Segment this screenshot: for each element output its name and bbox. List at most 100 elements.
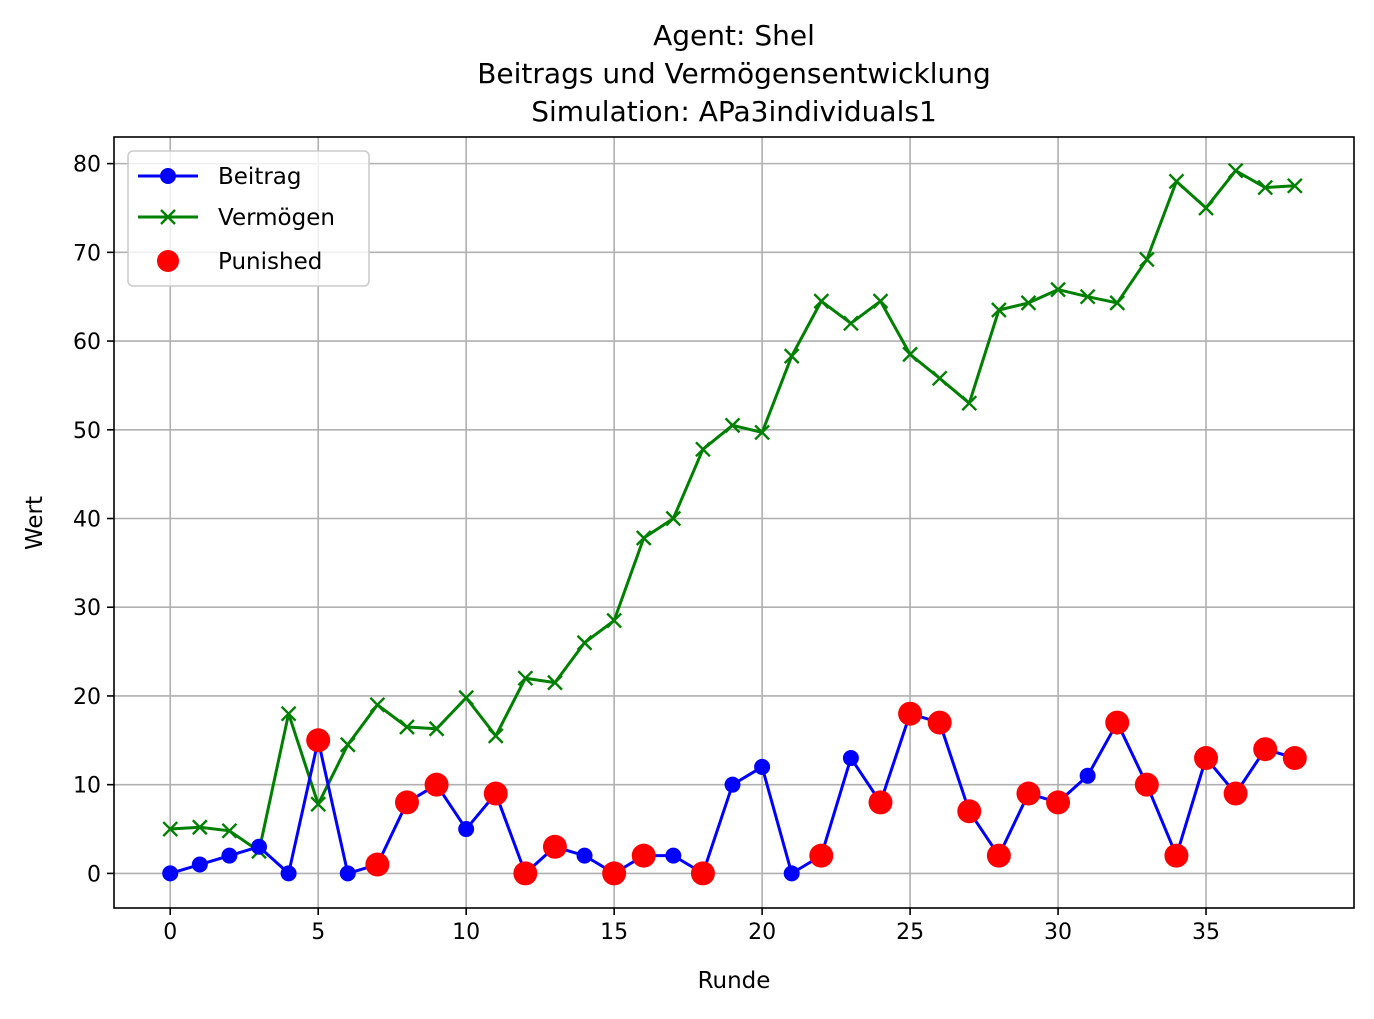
vermoegen-marker: [310, 796, 327, 813]
vermoegen-marker: [221, 822, 238, 839]
vermoegen-marker: [665, 510, 682, 527]
vermoegen-marker: [754, 424, 770, 441]
x-tick-label: 25: [896, 920, 924, 945]
punished-point: [690, 861, 715, 886]
legend-punished-label: Punished: [218, 249, 322, 275]
vermoegen-marker-stroke: [339, 736, 356, 753]
punished-point: [306, 728, 331, 753]
vermoegen-marker-stroke: [369, 696, 386, 713]
y-tick-label: 80: [73, 153, 101, 178]
punished-point: [1282, 746, 1307, 771]
vermoegen-marker-stroke: [1286, 177, 1303, 194]
vermoegen-marker: [813, 293, 830, 309]
legend: Beitrag Vermögen Punished: [127, 150, 370, 287]
y-tick-label: 10: [73, 774, 101, 799]
punished-point: [1046, 790, 1071, 815]
punished-point: [898, 701, 923, 726]
vermoegen-marker-stroke: [1109, 295, 1126, 311]
beitrag-point: [1079, 767, 1096, 784]
y-tick-label: 0: [87, 862, 101, 887]
vermoegen-marker-stroke: [991, 302, 1007, 318]
plot-frame: [113, 136, 1355, 909]
y-tick-label: 30: [73, 596, 101, 621]
y-tick-label: 70: [73, 241, 101, 266]
vermoegen-marker-stroke: [931, 370, 948, 387]
ticks: 0 5 10 15 20 25 30 35 0 10 20 30 40 50 60 70 80: [73, 153, 1220, 945]
x-axis-label: Runde: [698, 968, 771, 994]
vermoegen-marker: [369, 696, 386, 713]
vermoegen-marker-stroke: [162, 821, 179, 837]
chart-title-line-2: Beitrags und Vermögensentwicklung: [477, 57, 991, 90]
x-tick-label: 10: [452, 920, 480, 945]
vermoegen-marker-stroke: [724, 417, 741, 434]
vermoegen-marker: [635, 530, 652, 546]
beitrag-point: [221, 847, 238, 864]
vermoegen-marker-stroke: [783, 348, 800, 364]
vermoegen-marker: [1138, 251, 1155, 268]
vermoegen-marker-stroke: [1257, 179, 1274, 196]
vermoegen-marker: [1168, 173, 1185, 190]
vermoegen-marker-stroke: [1020, 295, 1037, 311]
punished-point: [809, 843, 834, 868]
vermoegen-marker: [872, 293, 889, 309]
punished-point: [513, 861, 538, 886]
beitrag-point: [280, 865, 297, 882]
punished-point: [927, 710, 952, 735]
y-tick-label: 20: [73, 685, 101, 710]
vermoegen-marker-stroke: [1138, 251, 1155, 268]
punished-point: [1134, 772, 1159, 797]
beitrag-point: [665, 847, 682, 864]
vermoegen-marker: [606, 612, 622, 629]
vermoegen-marker: [487, 728, 504, 744]
vermoegen-marker-stroke: [280, 705, 297, 722]
legend-beitrag-marker: [160, 168, 176, 184]
vermoegen-marker-stroke: [695, 441, 711, 458]
vermoegen-marker-stroke: [635, 530, 652, 546]
y-axis-label: Wert: [22, 496, 48, 550]
vermoegen-marker: [547, 674, 563, 691]
chart-title-line-3: Simulation: APa3individuals1: [531, 95, 937, 128]
punished-point: [394, 790, 419, 815]
vermoegen-marker-stroke: [665, 510, 682, 527]
legend-punished-marker: [157, 250, 179, 272]
y-tick-label: 60: [73, 330, 101, 355]
punished-point: [424, 772, 449, 797]
vermoegen-marker-stroke: [872, 293, 889, 309]
vermoegen-marker-stroke: [428, 720, 445, 737]
vermoegen-marker: [458, 689, 475, 706]
vermoegen-marker-stroke: [813, 293, 830, 309]
vermoegen-marker-stroke: [399, 719, 415, 735]
punished-point: [986, 843, 1011, 868]
y-tick-label: 50: [73, 419, 101, 444]
legend-vermoegen-marker: [160, 209, 176, 225]
vermoegen-marker: [724, 417, 741, 434]
punished-point: [631, 843, 656, 868]
vermoegen-marker: [783, 348, 800, 364]
vermoegen-marker: [902, 346, 918, 363]
chart-title-line-1: Agent: Shel: [653, 19, 815, 52]
punished-point: [365, 852, 390, 877]
vermoegen-marker: [517, 670, 534, 687]
vermoegen-marker: [961, 395, 978, 412]
punished-point: [1253, 737, 1278, 762]
beitrag-point: [251, 838, 268, 855]
x-tick-label: 15: [600, 920, 628, 945]
vermoegen-marker: [1227, 162, 1244, 179]
vermoegen-marker-stroke: [1168, 173, 1185, 190]
vermoegen-marker-stroke: [843, 315, 859, 332]
punished-point: [1194, 746, 1219, 771]
beitrag-point: [339, 865, 356, 882]
punished-point: [868, 790, 893, 815]
punished-point: [1105, 710, 1130, 735]
x-tick-label: 20: [748, 920, 776, 945]
vermoegen-marker: [1020, 295, 1037, 311]
vermoegen-marker-stroke: [310, 796, 327, 813]
vermoegen-marker-stroke: [961, 395, 978, 412]
vermoegen-marker-stroke: [1050, 281, 1066, 298]
vermoegen-marker: [1109, 295, 1126, 311]
punished-point: [1164, 843, 1189, 868]
beitrag-point: [458, 821, 475, 838]
beitrag-point: [724, 776, 741, 793]
beitrag-point: [191, 856, 208, 873]
legend-vermoegen-label: Vermögen: [218, 205, 335, 231]
